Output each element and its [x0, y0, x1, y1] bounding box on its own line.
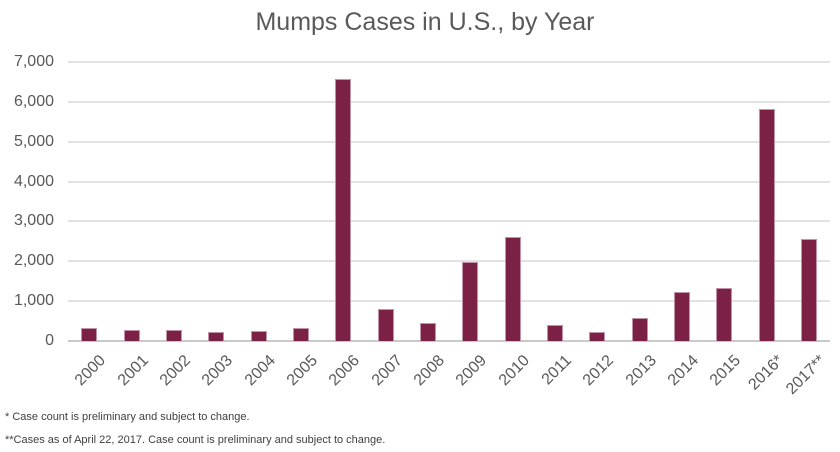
gridline — [68, 180, 830, 183]
plot-area — [68, 61, 830, 342]
gridline — [68, 100, 830, 103]
gridline — [68, 300, 830, 303]
bar-2017 — [800, 239, 817, 341]
bar-2008 — [419, 323, 436, 341]
bar-2000 — [81, 328, 98, 341]
bar-2009 — [462, 262, 479, 341]
bar-2013 — [631, 318, 648, 341]
y-tick-label: 0 — [45, 332, 54, 349]
gridline — [68, 220, 830, 223]
y-tick-label: 4,000 — [13, 172, 54, 190]
y-tick-label: 5,000 — [13, 132, 54, 150]
bar-2001 — [123, 330, 140, 341]
bar-2016 — [758, 109, 775, 341]
bar-2010 — [504, 237, 521, 341]
bar-2007 — [377, 309, 394, 341]
bar-2005 — [292, 328, 309, 341]
y-tick-label: 7,000 — [13, 53, 54, 70]
gridline — [68, 61, 830, 63]
footnote-single-asterisk: * Case count is preliminary and subject … — [5, 411, 250, 423]
chart-title: Mumps Cases in U.S., by Year — [255, 8, 595, 36]
bar-2015 — [716, 288, 733, 341]
x-axis-line — [68, 340, 830, 342]
y-tick-label: 2,000 — [13, 252, 54, 270]
bar-2003 — [208, 332, 225, 341]
y-tick-label: 3,000 — [13, 212, 54, 230]
y-tick-label: 6,000 — [13, 92, 54, 110]
gridline — [68, 260, 830, 263]
bar-2014 — [673, 292, 690, 341]
gridline — [68, 140, 830, 143]
bar-2012 — [589, 332, 606, 341]
bar-2002 — [165, 330, 182, 341]
bar-2004 — [250, 331, 267, 341]
bar-2006 — [335, 79, 352, 341]
footnote-double-asterisk: **Cases as of April 22, 2017. Case count… — [5, 434, 386, 446]
footnotes: * Case count is preliminary and subject … — [5, 406, 385, 452]
y-tick-label: 1,000 — [13, 292, 54, 310]
bar-2011 — [546, 325, 563, 341]
